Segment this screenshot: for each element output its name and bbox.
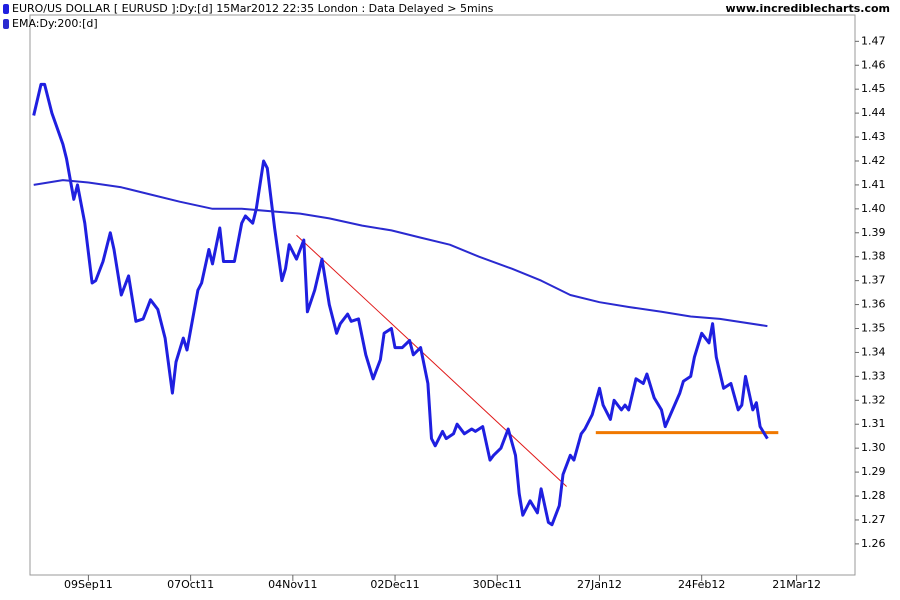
y-tick-label: 1.45	[861, 82, 886, 95]
y-tick-label: 1.35	[861, 322, 886, 335]
y-tick-label: 1.42	[861, 154, 886, 167]
x-tick-label: 21Mar12	[772, 578, 821, 591]
y-tick-label: 1.47	[861, 34, 886, 47]
y-tick-label: 1.28	[861, 489, 886, 502]
y-tick-label: 1.33	[861, 369, 886, 382]
x-tick-label: 02Dec11	[370, 578, 419, 591]
y-tick-label: 1.29	[861, 465, 886, 478]
y-tick-label: 1.31	[861, 417, 886, 430]
legend-swatch	[3, 19, 9, 29]
series-line	[32, 82, 769, 527]
y-tick-label: 1.44	[861, 106, 886, 119]
y-tick-label: 1.40	[861, 202, 886, 215]
legend-swatch	[3, 4, 9, 14]
x-tick-label: 09Sep11	[64, 578, 113, 591]
y-tick-label: 1.30	[861, 441, 886, 454]
x-tick-label: 30Dec11	[473, 578, 522, 591]
y-tick-label: 1.34	[861, 345, 886, 358]
legend-label: EURO/US DOLLAR [ EURUSD ]:Dy:[d] 15Mar20…	[12, 2, 494, 15]
y-tick-label: 1.38	[861, 250, 886, 263]
y-tick-label: 1.36	[861, 298, 886, 311]
plot-frame	[29, 14, 856, 576]
y-tick-label: 1.32	[861, 393, 886, 406]
y-tick-label: 1.27	[861, 513, 886, 526]
y-tick-label: 1.37	[861, 274, 886, 287]
source: www.incrediblecharts.com	[726, 2, 890, 15]
y-tick-label: 1.26	[861, 537, 886, 550]
y-tick-label: 1.46	[861, 58, 886, 71]
x-tick-label: 04Nov11	[268, 578, 317, 591]
legend-label: EMA:Dy:200:[d]	[12, 17, 98, 30]
y-tick-label: 1.39	[861, 226, 886, 239]
y-tick-label: 1.41	[861, 178, 886, 191]
x-tick-label: 27Jan12	[577, 578, 622, 591]
trend-line	[296, 234, 567, 487]
x-tick-label: 24Feb12	[678, 578, 725, 591]
y-tick-label: 1.43	[861, 130, 886, 143]
series-line	[33, 179, 768, 328]
x-tick-label: 07Oct11	[167, 578, 214, 591]
